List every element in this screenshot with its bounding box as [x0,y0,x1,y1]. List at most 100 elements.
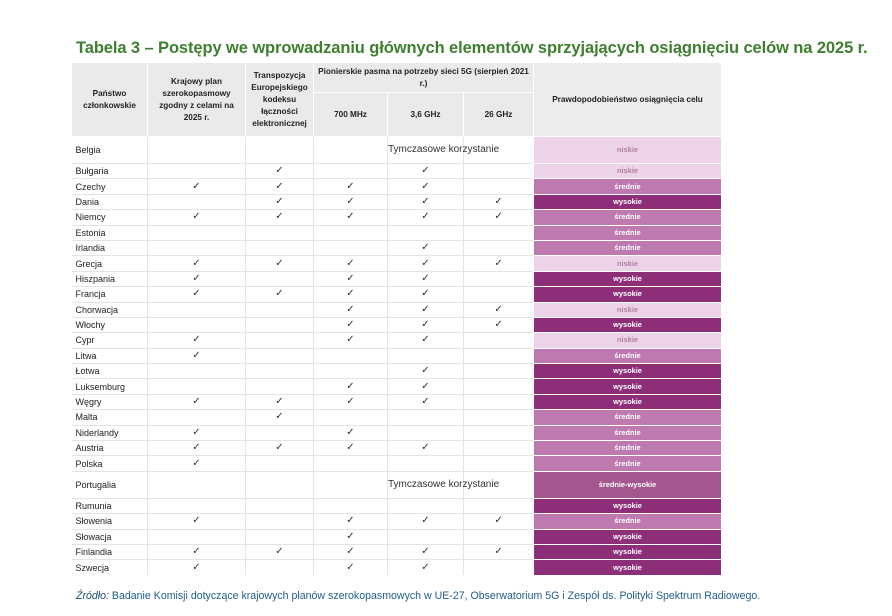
header-26ghz: 26 GHz [462,92,535,137]
cell-broadband-plan: ✓ [147,440,246,456]
table-row: Francja ✓ ✓ ✓ ✓ wysokie [71,286,723,303]
cell-700mhz: ✓ [313,301,388,318]
table-body: Belgia Tymczasowe korzystanie niskie Bułgar… [71,136,723,576]
table-row: Estonia średnie [71,224,723,241]
cell-3-6ghz: ✓ [387,286,464,303]
cell-probability: średnie [533,409,723,426]
cell-probability: wysokie [533,270,723,288]
cell-probability: średnie [533,513,723,530]
cell-26ghz [462,424,534,441]
cell-700mhz: ✓ [313,513,388,530]
cell-transposition [245,378,314,395]
cell-700mhz: ✓ [313,316,388,333]
cell-transposition: ✓ [245,193,314,210]
cell-probability: niskie [533,162,723,180]
cell-3-6ghz [387,497,464,514]
cell-broadband-plan [147,162,246,179]
cell-broadband-plan [147,470,246,499]
cell-26ghz: ✓ [462,513,534,530]
cell-700mhz [313,497,388,514]
cell-transposition: ✓ [245,440,314,456]
table-row: Niemcy ✓ ✓ ✓ ✓ ✓ średnie [71,209,723,226]
table-row: Finlandia ✓ ✓ ✓ ✓ ✓ wysokie [71,543,723,561]
cell-700mhz [313,239,388,256]
cell-broadband-plan: ✓ [147,543,246,560]
cell-700mhz [313,470,388,499]
cell-probability: wysokie [533,559,723,576]
cell-country: Słowenia [71,513,148,530]
cell-26ghz [462,497,534,514]
cell-transposition [245,347,314,364]
header-probability: Prawdopodobieństwo osiągnięcia celu [533,62,723,137]
table-row: Węgry ✓ ✓ ✓ ✓ wysokie [71,393,723,411]
cell-probability: średnie [533,209,723,226]
cell-26ghz: ✓ [462,301,534,318]
table-row: Belgia Tymczasowe korzystanie niskie [71,136,723,164]
header-code-transposition: Transpozycja Europejskiego kodeksu łączn… [245,62,314,137]
cell-broadband-plan: ✓ [147,347,246,364]
cell-26ghz [462,332,534,349]
cell-probability: niskie [533,332,723,349]
cell-country: Niemcy [71,209,148,226]
table-row: Hiszpania ✓ ✓ ✓ wysokie [71,270,723,288]
cell-transposition: ✓ [245,162,314,179]
cell-3-6ghz: ✓ [387,393,464,410]
header-broadband-plan: Krajowy plan szerokopasmowy zgodny z cel… [147,62,246,137]
cell-26ghz: ✓ [462,255,534,272]
cell-700mhz: ✓ [313,559,388,576]
cell-transposition [245,316,314,333]
cell-700mhz: ✓ [313,378,388,395]
cell-26ghz [462,409,534,426]
cell-broadband-plan: ✓ [147,393,246,410]
table-row: Bułgaria ✓ ✓ niskie [71,162,723,180]
cell-3-6ghz [387,224,464,241]
cell-broadband-plan: ✓ [147,255,246,272]
cell-3-6ghz: ✓ [387,270,464,287]
cell-probability: niskie [533,255,723,272]
cell-country: Portugalia [71,470,148,499]
cell-broadband-plan: ✓ [147,559,246,576]
cell-700mhz [313,347,388,364]
cell-700mhz [313,162,388,179]
cell-broadband-plan [147,497,246,514]
table-row: Łotwa ✓ wysokie [71,363,723,380]
cell-700mhz: ✓ [313,286,388,303]
cell-country: Cypr [71,332,148,349]
cell-country: Malta [71,409,148,426]
cell-26ghz [462,239,534,256]
cell-26ghz [462,378,534,395]
cell-probability: średnie-wysokie [533,470,723,499]
cell-transposition [245,363,314,379]
cell-probability: średnie [533,224,723,241]
cell-broadband-plan: ✓ [147,455,246,472]
cell-transposition [245,528,314,545]
cell-3-6ghz: ✓ [387,239,464,256]
cell-country: Bułgaria [71,162,148,179]
cell-26ghz: ✓ [462,543,534,560]
table-row: Malta ✓ średnie [71,409,723,426]
cell-3-6ghz: ✓ [387,178,464,195]
cell-country: Włochy [71,316,148,333]
table-title: Tabela 3 – Postępy we wprowadzaniu główn… [76,39,868,57]
cell-transposition [245,136,314,164]
cell-transposition [245,455,314,472]
cell-probability: średnie [533,455,723,472]
progress-table: Państwo członkowskie Krajowy plan szerok… [71,62,723,576]
cell-26ghz: ✓ [462,193,534,210]
cell-country: Litwa [71,347,148,364]
header-3-6ghz: 3,6 GHz [387,92,464,137]
cell-country: Irlandia [71,239,148,256]
table-row: Irlandia ✓ średnie [71,239,723,257]
cell-3-6ghz: ✓ [387,559,464,576]
cell-probability: wysokie [533,316,723,334]
cell-26ghz [462,455,534,472]
cell-3-6ghz: ✓ [387,209,464,226]
cell-26ghz [462,363,534,379]
cell-broadband-plan [147,136,246,164]
cell-probability: średnie [533,424,723,442]
cell-700mhz [313,136,388,164]
cell-transposition [245,332,314,349]
table-row: Chorwacja ✓ ✓ ✓ niskie [71,301,723,318]
cell-country: Niderlandy [71,424,148,441]
cell-probability: wysokie [533,363,723,380]
